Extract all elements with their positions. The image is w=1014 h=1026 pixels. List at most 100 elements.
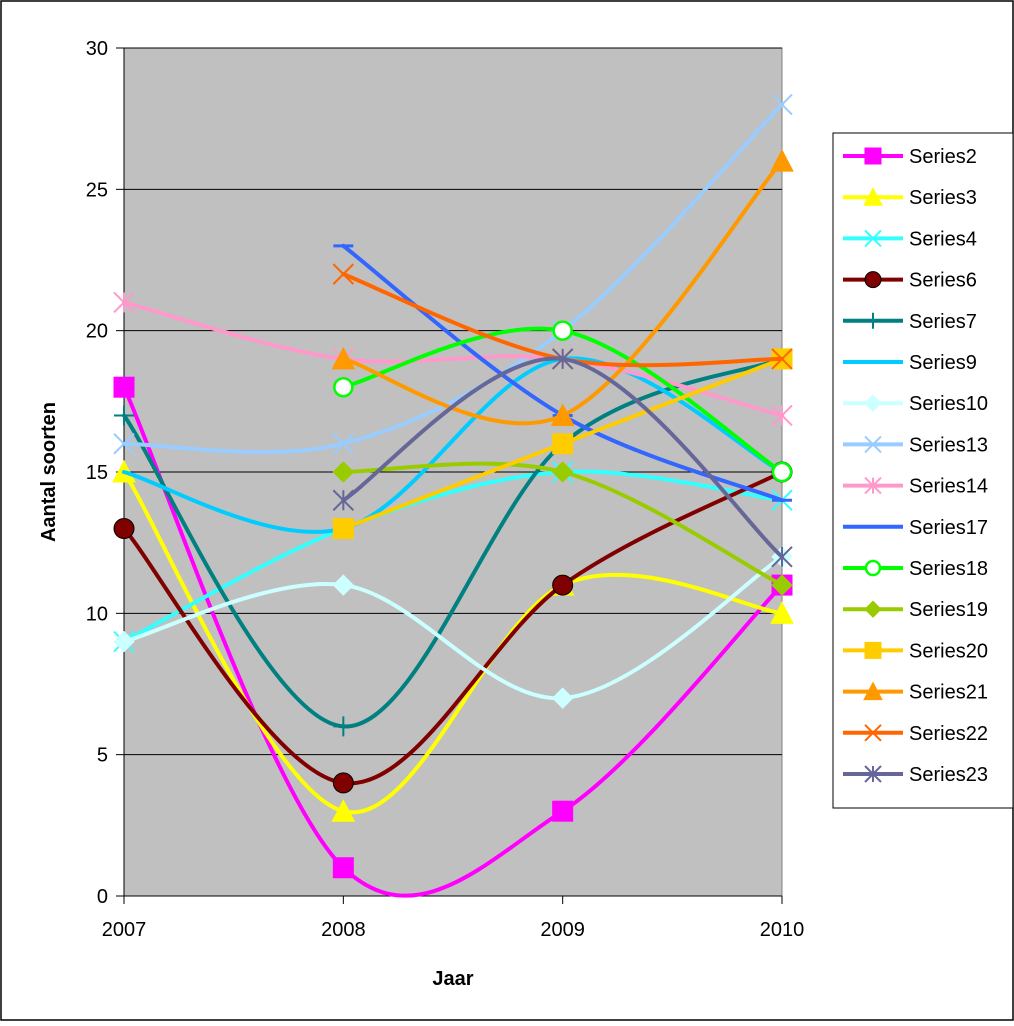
data-point-marker [331,799,356,822]
data-point-marker [332,518,354,540]
data-point-marker [332,461,355,483]
legend-item: Series22 [843,723,988,745]
legend-box [832,132,1014,809]
series-line [122,469,784,644]
x-tick-label: 2009 [540,919,585,941]
series-series18 [333,320,793,483]
data-point-marker [864,559,882,577]
data-point-marker [551,461,574,483]
series-line [122,300,784,418]
data-point-marker [113,433,135,455]
legend-item: Series4 [843,228,977,250]
data-point-marker [770,601,794,624]
legend-item: Series3 [843,187,977,209]
y-axis-label: Aantal soorten [38,402,60,542]
legend-item: Series14 [843,476,988,498]
data-point-marker [864,271,882,289]
legend-item: Series2 [843,146,977,168]
data-point-marker [333,376,354,398]
series-line [341,159,784,426]
data-point-marker [864,147,882,165]
x-tick-label: 2010 [760,919,805,941]
series-series23 [332,348,793,568]
x-tick-label: 2007 [102,919,147,941]
legend-label: Series4 [909,228,977,250]
data-point-marker [114,405,134,426]
series-series2 [113,376,793,898]
legend-item: Series7 [843,311,977,333]
data-point-marker [864,724,882,742]
legend-item: Series23 [843,764,988,786]
legend-item: Series19 [843,599,988,621]
series-line [122,470,784,786]
legend-label: Series22 [909,723,988,745]
data-point-marker [864,476,882,495]
legend-label: Series21 [909,682,988,704]
data-point-marker [864,229,882,248]
legend-label: Series7 [909,311,977,333]
data-point-marker [332,857,354,879]
legend-label: Series2 [909,146,977,168]
series-series19 [332,461,793,596]
data-point-marker [863,187,883,206]
data-point-marker [552,574,574,596]
axes: 0 5 10 15 20 25 30 2007 2008 2009 2010 [86,38,805,941]
data-point-marker [771,574,793,596]
series-series21 [331,148,794,426]
data-point-marker [332,772,354,794]
data-point-marker [331,346,356,370]
series-series9 [122,356,784,534]
data-point-marker [771,348,793,370]
series-line [122,385,784,898]
legend-label: Series14 [909,476,988,498]
legend-label: Series19 [909,599,988,621]
data-point-marker [864,765,882,783]
data-point-marker [552,800,574,822]
data-point-marker [333,716,354,737]
legend-label: Series13 [909,434,988,456]
data-point-marker [332,489,355,511]
data-point-marker [551,687,574,709]
data-point-marker [332,574,355,596]
legend-item: Series10 [843,393,988,415]
y-tick-label: 15 [86,462,108,484]
series-line [122,356,784,729]
data-point-marker [552,433,574,455]
data-point-marker [771,93,793,116]
data-point-marker [113,630,135,653]
data-point-marker [551,348,574,370]
legend-label: Series18 [909,558,988,580]
legend-label: Series23 [909,764,988,786]
data-point-marker [113,518,135,540]
legend-item: Series17 [843,517,988,539]
legend-label: Series17 [909,517,988,539]
legend-item: Series21 [843,681,988,704]
data-point-marker [550,403,575,426]
x-tick-label: 2008 [321,919,366,941]
y-tick-label: 30 [86,38,108,60]
y-tick-label: 10 [86,603,108,625]
legend-item: Series18 [843,558,988,580]
legend-item: Series13 [843,434,988,456]
data-point-marker [771,461,793,483]
legend-label: Series9 [909,352,977,374]
data-point-marker [113,376,135,398]
data-point-marker [864,394,882,412]
x-axis-label: Jaar [432,968,473,990]
data-point-marker [863,681,883,701]
legend: Series2 Series3 Series4 Series6 Series7 Serie… [832,132,1014,809]
data-point-marker [332,433,355,455]
legend-label: Series6 [909,270,977,292]
series-line [122,470,784,815]
series-layer [112,93,794,898]
y-tick-label: 20 [86,321,108,343]
data-point-marker [864,641,882,659]
data-point-marker [865,312,881,329]
series-series6 [113,461,793,794]
y-tick-label: 5 [97,745,108,767]
data-point-marker [771,404,793,427]
legend-item: Series20 [843,640,988,662]
legend-item: Series9 [843,352,977,374]
